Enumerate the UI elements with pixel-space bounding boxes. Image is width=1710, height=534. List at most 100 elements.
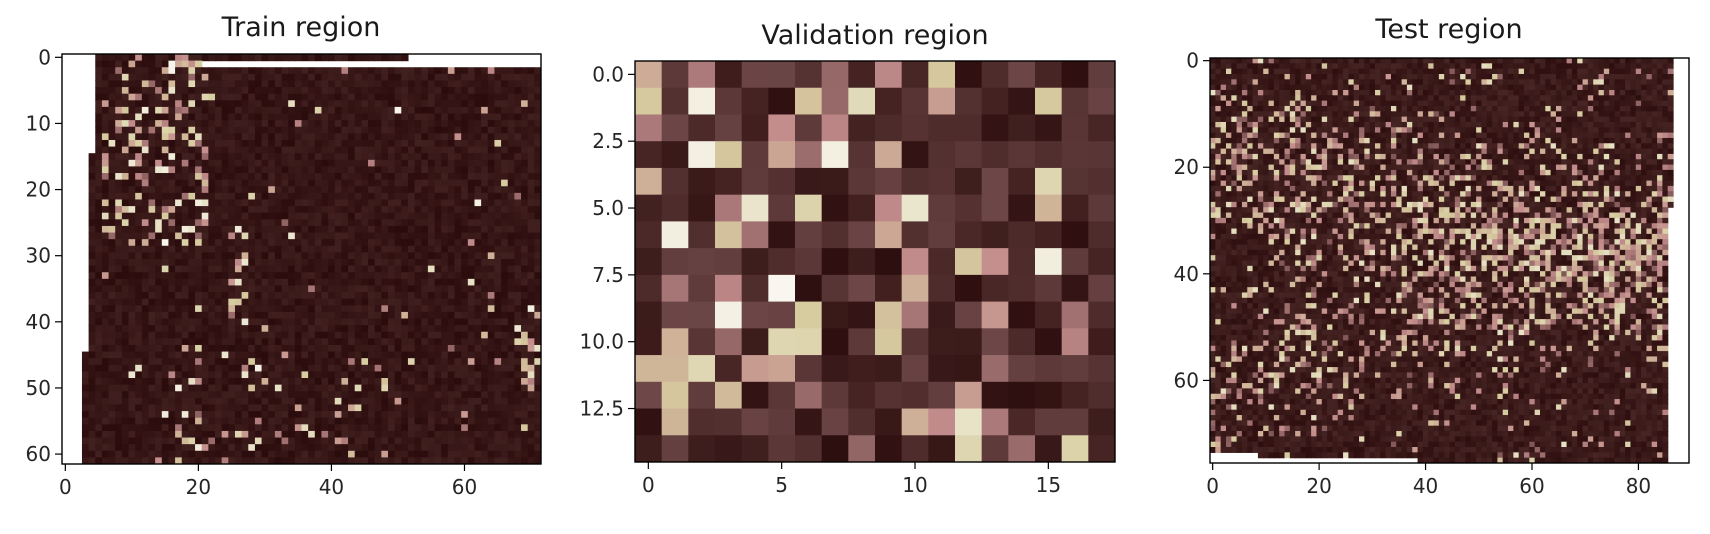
train-cell [487,351,496,359]
train-cell [467,430,476,439]
train-cell [268,311,276,320]
train-cell [387,106,396,115]
train-cell [234,179,243,187]
train-cell [434,292,442,300]
validation-cell [1035,114,1063,142]
validation-cell [955,141,983,169]
train-cell [208,245,216,253]
train-cell [521,292,529,300]
train-cell [341,437,349,445]
train-cell [514,206,522,214]
train-cell [135,173,143,181]
test-cell [1582,68,1589,75]
train-cell [115,344,123,353]
train-cell [215,199,223,207]
validation-cell [715,408,743,436]
train-cell [481,232,489,240]
train-cell [175,232,183,240]
train-cell [195,259,203,267]
test-cell [1513,58,1520,64]
train-cell [121,179,130,187]
test-cell [1428,79,1435,86]
train-cell [368,305,376,313]
train-cell [155,186,163,194]
validation-cell [981,274,1009,303]
train-cell [434,331,442,339]
train-cell [128,113,136,121]
test-cell [1252,84,1259,91]
train-cell [141,67,150,75]
train-cell [221,80,229,88]
train-cell [494,225,502,234]
train-cell [88,265,96,273]
train-cell [401,173,409,181]
train-cell [294,325,303,333]
train-cell [394,159,402,168]
train-cell [241,232,249,240]
train-cell [181,60,189,68]
train-cell [95,73,103,82]
train-cell [221,93,229,101]
train-cell [248,305,256,313]
train-cell [507,219,515,227]
validation-cell [1061,61,1089,89]
train-cell [494,378,502,386]
train-cell [454,179,462,187]
train-cell [447,305,456,313]
train-cell [368,397,376,406]
train-cell [241,87,249,95]
train-cell [527,73,535,82]
train-cell [527,192,535,201]
train-cell [348,245,356,253]
train-cell [274,384,283,392]
train-cell [261,338,269,346]
train-cell [381,179,389,187]
train-cell [534,430,541,439]
train-cell [481,371,489,379]
train-cell [234,397,243,406]
train-cell [108,404,116,412]
train-cell [161,311,170,320]
train-cell [487,391,496,399]
train-cell [374,411,382,419]
train-cell [241,206,249,214]
train-cell [181,305,189,313]
train-cell [514,219,522,227]
train-cell [195,252,203,260]
test-cell [1348,58,1355,64]
train-cell [474,245,482,253]
train-cell [288,225,296,234]
test-cell [1390,73,1397,80]
test-cell [1513,73,1520,80]
train-cell [221,285,229,293]
train-cell [234,424,243,432]
train-cell [368,318,376,326]
train-cell [461,120,469,128]
train-cell [188,87,196,95]
train-cell [281,179,289,187]
train-cell [95,424,103,432]
train-cell [288,457,296,464]
train-cell [354,318,362,326]
train-cell [168,444,176,452]
train-cell [348,430,356,439]
train-cell [135,139,143,148]
train-cell [95,252,103,260]
train-cell [274,411,283,419]
train-cell [288,139,296,148]
train-cell [168,159,176,168]
train-cell [195,67,203,75]
train-cell [128,404,136,412]
train-cell [514,100,522,108]
train-cell [115,199,123,207]
train-cell [534,179,541,187]
train-cell [121,424,130,432]
train-cell [328,212,336,220]
train-cell [201,100,209,108]
train-cell [274,199,283,207]
train-cell [155,318,163,326]
train-cell [161,100,170,108]
train-cell [175,100,183,108]
train-cell [401,417,409,425]
train-cell [101,450,110,458]
